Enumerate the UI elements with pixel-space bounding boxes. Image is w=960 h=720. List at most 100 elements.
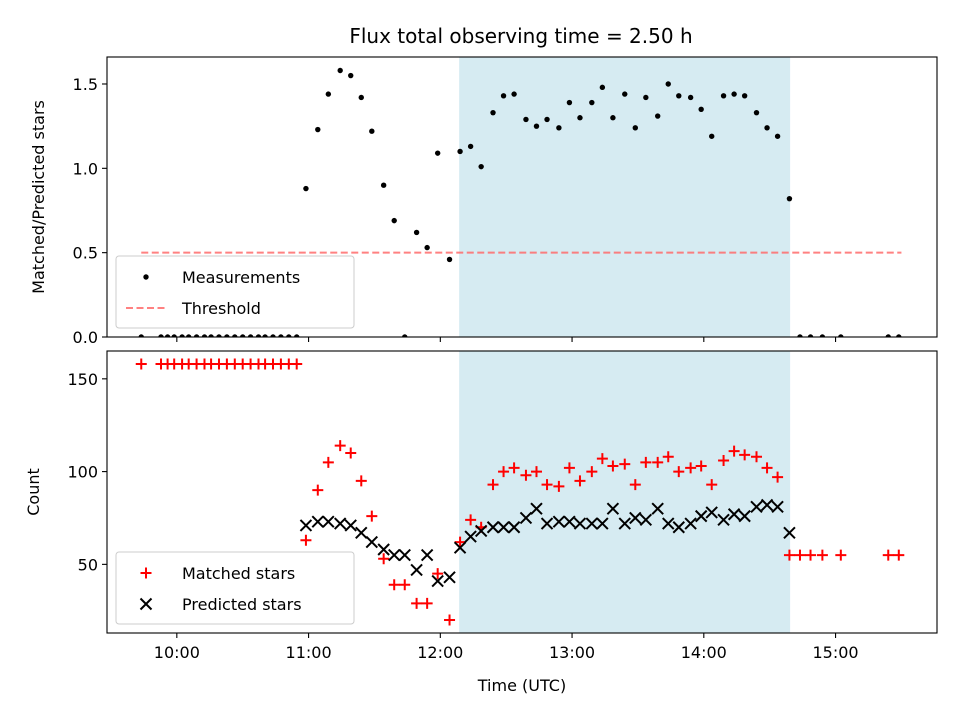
chart-title: Flux total observing time = 2.50 h (349, 24, 692, 48)
predicted-star-point (355, 526, 368, 540)
predicted-star-point (672, 521, 685, 534)
y-axis-label: Count (24, 468, 43, 516)
measurement-point (457, 148, 463, 155)
measurement-point (676, 93, 682, 99)
measurement-point (698, 106, 704, 112)
predicted-star-point (519, 511, 533, 525)
predicted-star-point (497, 521, 510, 534)
matched-star-point (882, 549, 894, 561)
measurement-point (556, 125, 562, 131)
measurement-point (511, 91, 517, 97)
legend-marker-x (139, 597, 153, 611)
predicted-star-point (377, 543, 390, 556)
matched-star-point (399, 579, 411, 591)
predicted-star-point (573, 517, 587, 530)
x-tick-label: 11:00 (286, 643, 332, 662)
predicted-star-point (453, 541, 467, 554)
predicted-star-point (431, 574, 444, 588)
matched-star-point (312, 484, 324, 496)
predicted-star-point (705, 506, 718, 519)
predicted-star-point (410, 563, 423, 577)
observing-window-span (459, 351, 791, 633)
measurement-point (599, 84, 606, 91)
measurement-point (500, 93, 507, 99)
plot-area (135, 358, 905, 626)
matched-star-point (444, 614, 456, 626)
matched-star-point (718, 454, 730, 466)
predicted-star-point (639, 513, 653, 527)
measurement-point (709, 133, 715, 139)
matched-star-point (835, 549, 847, 561)
matched-star-point (345, 447, 357, 459)
matched-star-point (432, 568, 444, 580)
y-tick-label: 0.0 (73, 328, 98, 347)
measurement-point (380, 182, 387, 188)
matched-star-point (695, 460, 707, 472)
matched-star-point (586, 466, 598, 478)
legend-marker-plus (140, 567, 152, 579)
matched-star-point (640, 456, 652, 468)
matched-star-point (805, 549, 817, 561)
measurement-point (358, 94, 364, 101)
predicted-star-point (694, 509, 708, 523)
measurement-point (402, 334, 408, 337)
predicted-star-point (486, 521, 500, 534)
matched-star-point (772, 471, 784, 483)
predicted-star-point (629, 511, 642, 525)
matched-star-point (662, 451, 674, 463)
y-tick-label: 150 (67, 370, 98, 389)
measurement-point (753, 109, 760, 116)
measurement-point (786, 195, 793, 202)
observing-window-span (459, 57, 791, 337)
predicted-star-point (783, 526, 796, 540)
measurement-point (247, 334, 254, 337)
measurement-point (544, 116, 550, 123)
matched-star-point (454, 536, 466, 548)
matched-star-point (794, 549, 806, 561)
measurement-point (731, 91, 737, 97)
axes-frame (106, 56, 938, 338)
measurement-point (179, 334, 185, 337)
matched-star-point (553, 480, 565, 492)
measurement-point (262, 334, 268, 337)
measurement-point (424, 244, 430, 251)
matched-star-point (508, 462, 520, 474)
legend-label: Matched stars (182, 564, 295, 583)
measurement-point (622, 91, 628, 97)
matched-star-point (388, 579, 400, 591)
predicted-star-point (738, 509, 751, 523)
measurement-point (337, 67, 343, 74)
measurement-point (270, 334, 276, 337)
bottom-panel: 50 100 150 10:00 11:00 12:00 13:00 14:00 15:00 Co… (24, 350, 938, 695)
measurement-point (720, 93, 727, 99)
predicted-star-point (387, 548, 401, 562)
measurement-point (325, 91, 332, 97)
measurement-point (885, 334, 891, 337)
measurement-point (797, 334, 803, 337)
matched-star-point (465, 514, 477, 526)
measurement-point (255, 334, 262, 337)
y-tick-label: 100 (67, 463, 98, 482)
predicted-star-point (771, 500, 784, 514)
measurement-point (533, 123, 540, 129)
matched-star-point (629, 479, 641, 491)
measurement-point (278, 334, 284, 337)
matched-star-point (563, 462, 575, 474)
measurement-point (315, 126, 321, 133)
matched-star-point (673, 466, 685, 478)
measurement-point (208, 334, 214, 337)
predicted-star-point (398, 548, 411, 562)
y-tick-label: 0.5 (73, 244, 98, 263)
predicted-star-point (760, 498, 774, 512)
legend: Matched stars Predicted stars (115, 551, 355, 625)
predicted-star-point (585, 517, 599, 530)
predicted-star-point (618, 517, 631, 530)
predicted-star-point (464, 530, 477, 543)
measurement-point (224, 334, 230, 337)
matched-star-point (761, 462, 773, 474)
measurement-point (446, 256, 453, 263)
measurement-point (164, 334, 171, 337)
matched-star-point (355, 475, 367, 487)
measurement-point (577, 115, 583, 121)
